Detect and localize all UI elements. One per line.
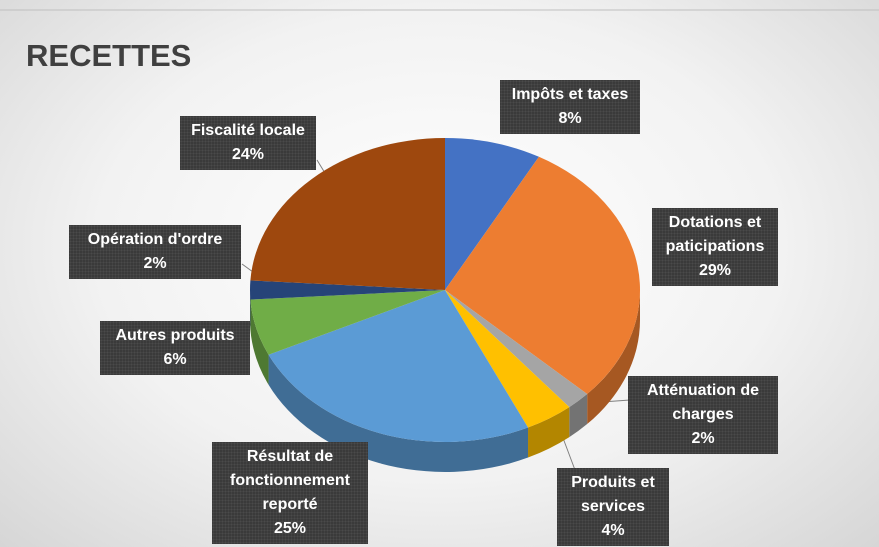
slice [250, 290, 445, 355]
slice-side [569, 394, 588, 438]
label-category: Opération d'ordre [87, 231, 223, 248]
label-value: 24% [231, 146, 265, 163]
label-category: Impôts et taxes [511, 86, 629, 103]
label-category: Atténuation de charges [647, 382, 759, 423]
label-value: 2% [143, 255, 167, 272]
label-value: 8% [558, 110, 582, 127]
data-label: Résultat de fonctionnement reporté 25% [212, 442, 368, 544]
data-label: Opération d'ordre 2% [69, 225, 241, 279]
data-label: Fiscalité locale 24% [180, 116, 316, 170]
label-category: Autres produits [115, 327, 235, 344]
slice [268, 290, 529, 442]
slice [445, 156, 640, 395]
slice [445, 290, 588, 408]
slice [445, 138, 539, 290]
label-value: 25% [273, 520, 307, 537]
data-label: Autres produits 6% [100, 321, 250, 375]
slice-side [528, 407, 570, 458]
data-label: Dotations et paticipations 29% [652, 208, 778, 286]
slice [250, 280, 445, 300]
label-value: 4% [601, 522, 625, 539]
label-value: 2% [691, 430, 715, 447]
data-label: Produits et services 4% [557, 468, 669, 546]
chart-title: RECETTES [26, 38, 192, 73]
label-category: Fiscalité locale [191, 122, 305, 139]
label-category: Dotations et paticipations [665, 214, 765, 255]
data-label: Atténuation de charges 2% [628, 376, 778, 454]
slice [445, 290, 570, 428]
data-label: Impôts et taxes 8% [500, 80, 640, 134]
slice-side [587, 290, 640, 425]
label-value: 6% [163, 351, 187, 368]
slice-side [250, 299, 269, 385]
label-category: Produits et services [571, 474, 655, 515]
label-category: Résultat de fonctionnement reporté [230, 448, 350, 513]
slice [250, 138, 445, 290]
leader-line [241, 263, 254, 273]
label-value: 29% [698, 262, 732, 279]
